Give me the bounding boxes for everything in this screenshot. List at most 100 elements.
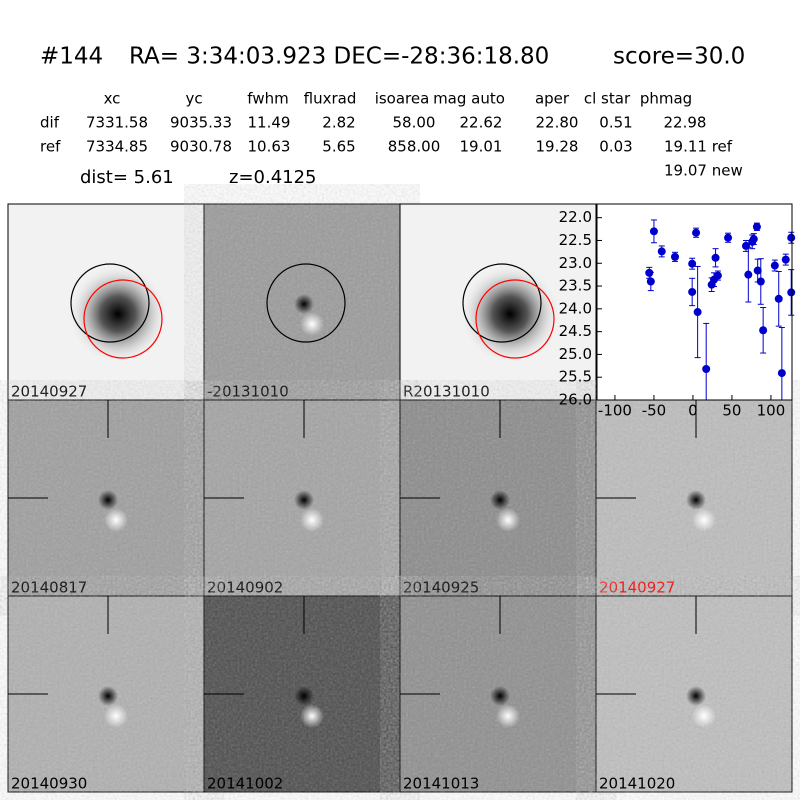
- panel-label: R20131010: [403, 383, 490, 401]
- cell: 22.80: [536, 114, 579, 132]
- panel-grid: 20140927 -20131010 R20131010 20140817 201409…: [7, 203, 793, 793]
- y-tick-label: 23.0: [559, 254, 592, 272]
- source-dark: [686, 490, 706, 510]
- distance: dist= 5.61: [80, 167, 174, 188]
- source-dark: [98, 686, 118, 706]
- panel-label: 20141020: [599, 775, 675, 793]
- row-label: dif: [40, 114, 60, 132]
- source-dark: [686, 686, 706, 706]
- plot-area: [597, 204, 792, 400]
- source-bright: [300, 508, 324, 532]
- y-tick-label: 25.0: [559, 345, 592, 363]
- data-point: [688, 259, 697, 268]
- cell: 858.00: [388, 138, 441, 156]
- source-bright: [300, 704, 324, 728]
- cell: 19.01: [460, 138, 503, 156]
- column-header: xc: [104, 90, 121, 108]
- cell: 10.63: [248, 138, 291, 156]
- x-tick-label: 100: [757, 402, 786, 420]
- panel-label: 20140925: [403, 579, 479, 597]
- y-tick-label: 23.5: [559, 277, 592, 295]
- redshift: z=0.4125: [229, 167, 317, 188]
- aperture-ref: [475, 279, 555, 359]
- panel-label: 20140902: [207, 579, 283, 597]
- y-tick-label: 25.5: [559, 368, 592, 386]
- column-header: phmag: [640, 90, 692, 108]
- data-point: [646, 277, 655, 286]
- source-bright: [300, 312, 324, 336]
- y-tick-label: 24.5: [559, 322, 592, 340]
- data-point: [702, 365, 711, 374]
- cell: 22.98: [664, 114, 707, 132]
- column-header: aper: [535, 90, 570, 108]
- cell: 9035.33: [170, 114, 232, 132]
- data-point: [749, 235, 758, 244]
- x-tick-label: 50: [722, 402, 741, 420]
- source-dark: [294, 686, 314, 706]
- data-point: [711, 253, 720, 262]
- data-point: [770, 261, 779, 270]
- panel-label: 20141013: [403, 775, 479, 793]
- cell: 7331.58: [86, 114, 148, 132]
- column-header: cl star: [584, 90, 631, 108]
- data-point: [688, 287, 697, 296]
- galaxy: [68, 264, 168, 364]
- source-dark: [490, 490, 510, 510]
- column-header: isoarea: [375, 90, 430, 108]
- data-point: [692, 228, 701, 237]
- cell: 11.49: [248, 114, 291, 132]
- panel-label: 20140930: [11, 775, 87, 793]
- object-id: #144: [40, 44, 103, 70]
- source-bright: [104, 704, 128, 728]
- source-bright: [496, 704, 520, 728]
- aperture: [266, 263, 346, 343]
- data-point: [759, 326, 768, 335]
- data-point: [744, 270, 753, 279]
- data-point: [657, 247, 666, 256]
- y-tick-label: 22.0: [559, 208, 592, 226]
- cell: 7334.85: [86, 138, 148, 156]
- score: score=30.0: [613, 44, 745, 70]
- y-tick-label: 24.0: [559, 299, 592, 317]
- source-bright: [104, 508, 128, 532]
- y-tick-label: 26.0: [559, 391, 592, 409]
- source-bright: [496, 508, 520, 532]
- data-point: [724, 233, 733, 242]
- data-point: [787, 233, 796, 242]
- data-point: [777, 369, 786, 378]
- source-dark: [294, 294, 314, 314]
- aperture-ref: [83, 279, 163, 359]
- data-point: [752, 222, 761, 231]
- data-point: [774, 294, 783, 303]
- source-dark: [490, 686, 510, 706]
- data-point: [787, 288, 796, 297]
- data-point: [753, 266, 762, 275]
- cell: 5.65: [322, 138, 355, 156]
- cell: 19.28: [536, 138, 579, 156]
- x-tick-label: -100: [598, 402, 632, 420]
- panel-label: 20141002: [207, 775, 283, 793]
- cell: 19.11 ref: [664, 138, 733, 156]
- cell: 9030.78: [170, 138, 232, 156]
- data-point: [756, 277, 765, 286]
- source-bright: [692, 704, 716, 728]
- panel-label: 20140927: [11, 383, 87, 401]
- aperture: [70, 263, 150, 343]
- source-bright: [692, 508, 716, 532]
- plot-frame: [596, 203, 793, 401]
- data-point: [649, 227, 658, 236]
- x-tick-label: 0: [688, 402, 698, 420]
- y-tick-label: 22.5: [559, 231, 592, 249]
- cell: 2.82: [322, 114, 355, 132]
- data-point: [713, 271, 722, 280]
- cell: 22.62: [460, 114, 503, 132]
- cell: 58.00: [393, 114, 436, 132]
- cell: 0.03: [599, 138, 632, 156]
- x-tick-label: -50: [642, 402, 667, 420]
- column-header: fwhm: [247, 90, 288, 108]
- aperture: [462, 263, 542, 343]
- panel-label: -20131010: [207, 383, 289, 401]
- cell: 0.51: [599, 114, 632, 132]
- panel-label: 20140817: [11, 579, 87, 597]
